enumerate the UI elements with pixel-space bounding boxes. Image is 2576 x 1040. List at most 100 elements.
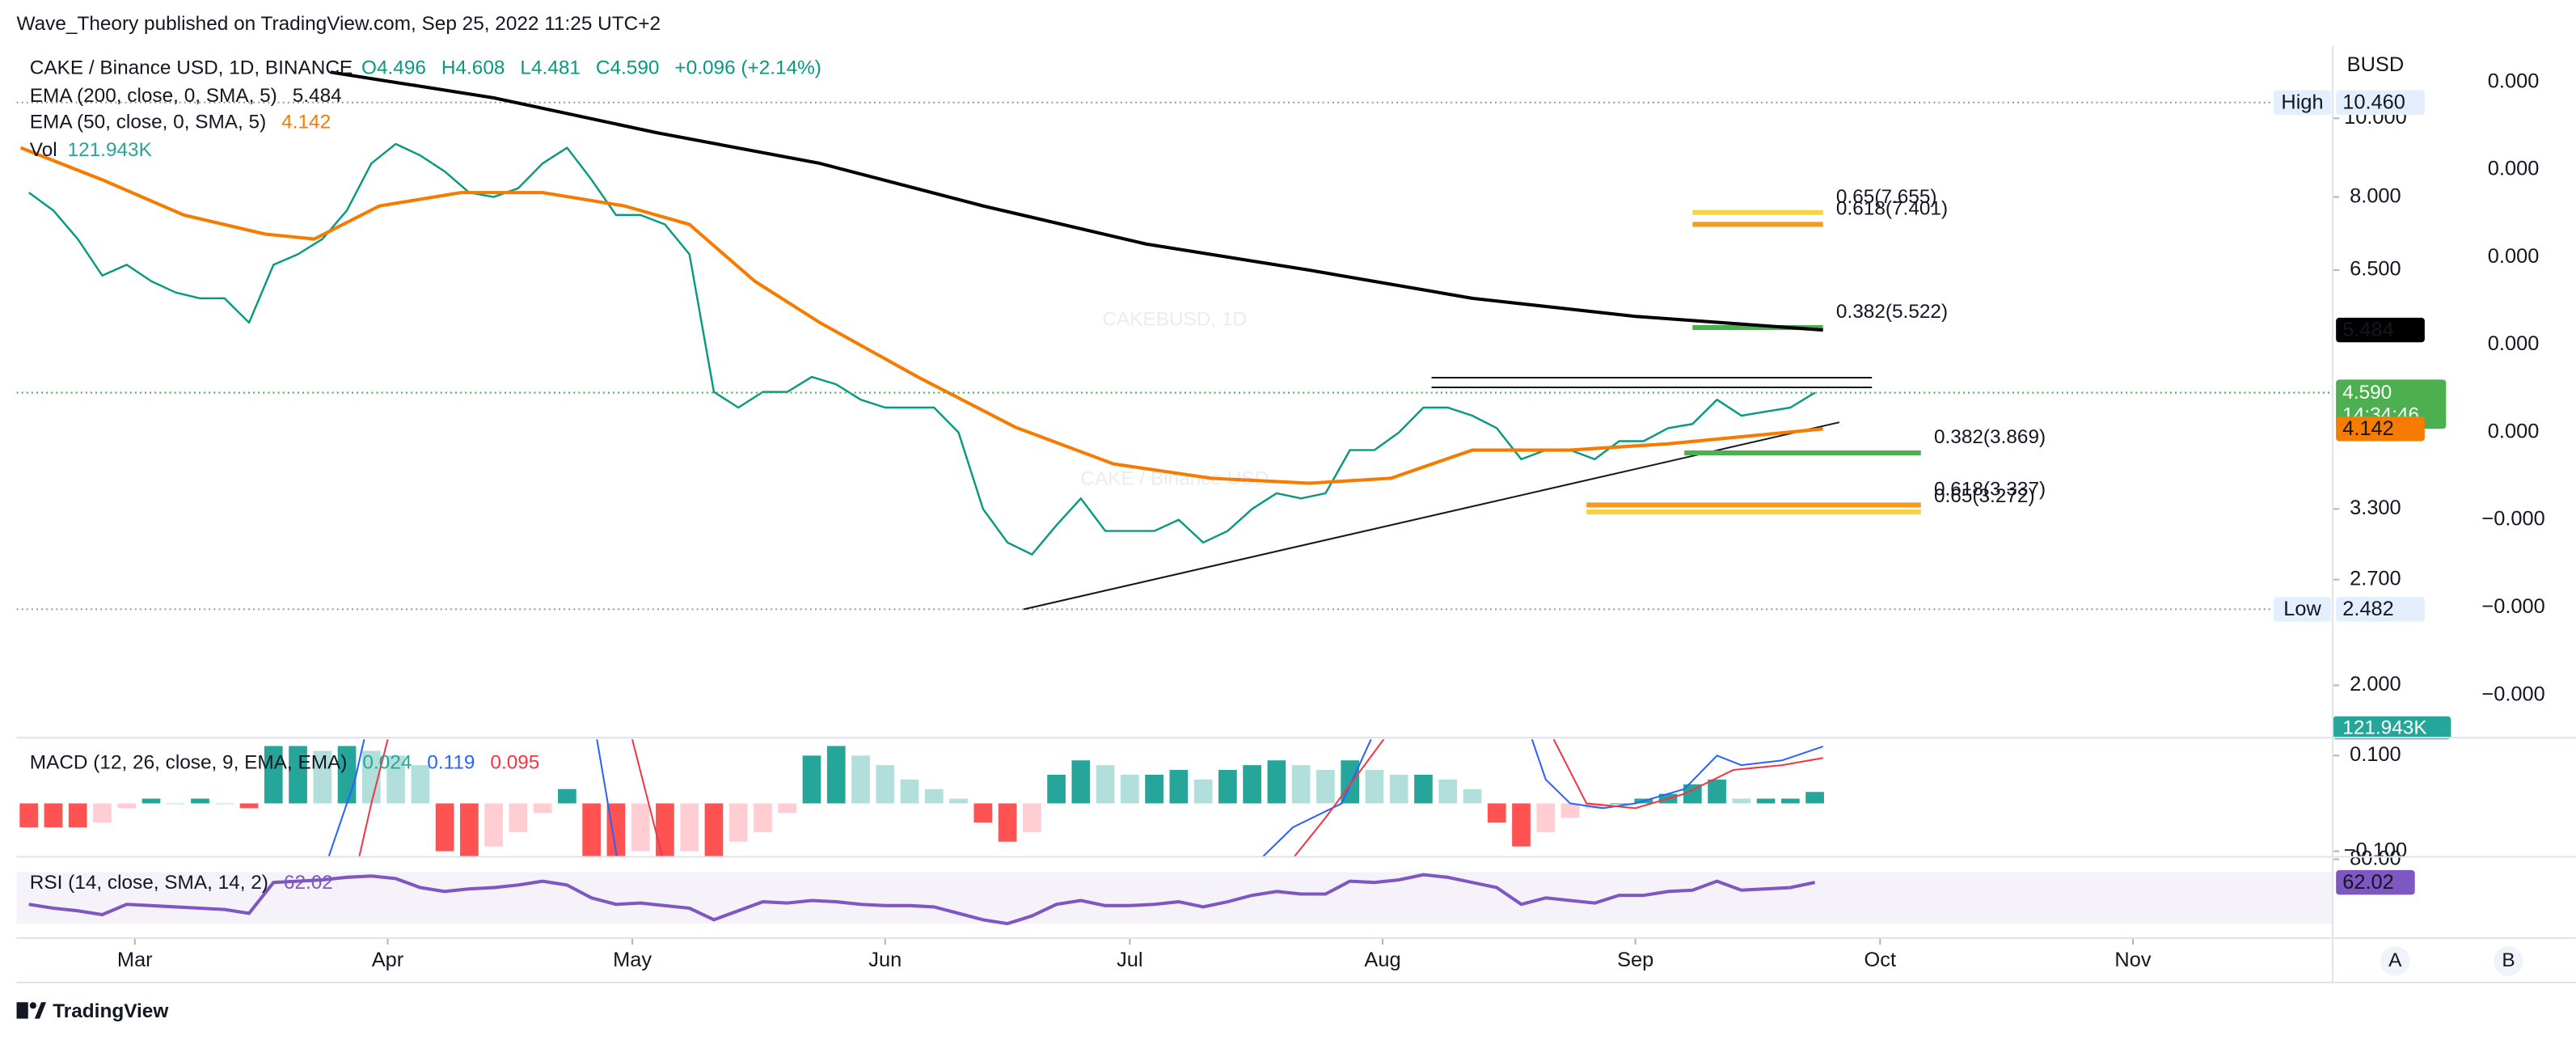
macd-histogram-bar [215,803,234,805]
series-line [358,739,1823,856]
macd-histogram-bar [435,803,454,852]
macd-histogram-bar [386,755,405,804]
stat: O4.496 [361,57,426,79]
logo-mark [34,1002,47,1019]
macd-histogram-bar [973,803,993,823]
macd-histogram-bar [289,746,307,804]
macd-histogram-bar [1047,774,1066,804]
legend-ema50: EMA (50, close, 0, SMA, 5) 4.142 [30,112,331,133]
legend-ema200: EMA (200, close, 0, SMA, 5) 5.484 [30,85,342,107]
macd-histogram-bar [1708,779,1726,804]
high-badge [2336,90,2425,116]
logo-mark [29,1002,36,1009]
macd-histogram-bar [1610,803,1628,805]
legend-value: 121.943K [68,139,152,161]
low-tag [2273,597,2332,622]
macd-histogram-bar [166,803,185,805]
macd-histogram-bar [459,803,479,856]
ema-badge-text: 4.142 [2342,417,2394,440]
macd-histogram-bar [1487,803,1506,823]
x-tick-label: Jun [868,949,902,971]
x-tick-label: Mar [117,949,153,971]
macd-histogram-bar [68,803,87,827]
macd-histogram-bar [1341,760,1360,804]
scale-button[interactable] [2494,946,2523,976]
macd-histogram-bar [924,788,944,804]
macd-histogram-bar [1243,765,1261,804]
y-tick-label: 2.700 [2350,567,2401,590]
fib-label: 0.65(3.272) [1934,485,2035,507]
main-pane [16,70,2333,611]
watermark: CAKEBUSD, 1D [1102,309,1247,331]
y-tick-label: 80.00 [2350,847,2401,869]
x-tick-label: May [613,949,652,971]
macd-histogram-bar [631,803,650,852]
macd-histogram-bar [1463,788,1482,804]
scale-button-label[interactable]: B [2502,949,2515,971]
legend-name: EMA (200, close, 0, SMA, 5) [30,85,277,107]
y-tick-label: 2.000 [2350,673,2401,695]
stat: C4.590 [596,57,660,79]
macd-histogram-bar [1120,774,1139,804]
macd-histogram-bar [1536,803,1556,832]
overlay-axis-label: 0.000 [2488,420,2540,442]
series-line [327,739,1824,856]
overlay-axis-label: −0.000 [2481,508,2544,531]
stat: L4.481 [520,57,581,79]
macd-histogram-bar [361,750,381,804]
ema-badge-text: 5.484 [2342,319,2394,341]
macd-histogram-bar [754,803,772,832]
fib-label: 0.65(7.655) [1836,186,1937,208]
macd-histogram-bar [1683,784,1702,804]
last-price-badge [2336,379,2447,429]
series-line [330,70,1823,332]
legend-name: MACD (12, 26, close, 9, EMA, EMA) [30,752,348,774]
macd-histogram-bar [900,779,919,804]
legend-value: 0.095 [490,752,539,774]
overlay-axis-label: 0.000 [2488,158,2540,180]
volume-badge [2333,716,2451,740]
low-tag-text: Low [2283,598,2321,620]
overlay-axis-label: 0.000 [2488,332,2540,355]
scale-button[interactable] [2380,946,2410,976]
series-line [28,873,1816,926]
macd-histogram-bar [876,765,895,804]
macd-histogram-bar [141,798,161,804]
macd-histogram-bar [1267,760,1286,804]
macd-histogram-bar [582,803,601,856]
macd-histogram-bar [1096,765,1115,804]
legend-value: 0.024 [362,752,412,774]
high-tag [2273,90,2332,116]
rsi-band [16,872,2333,924]
macd-histogram-bar [264,746,283,804]
macd-histogram-bar [728,803,748,842]
tradingview-logo [16,1002,47,1019]
y-tick-label: 0.100 [2350,743,2401,766]
macd-histogram-bar [1365,770,1384,804]
macd-histogram-bar [1414,774,1433,804]
last-price-text: 4.590 [2342,382,2392,404]
y-tick-label: 3.300 [2350,497,2401,519]
y-tick-label: 6.500 [2350,258,2401,281]
macd-histogram-bar [1291,765,1311,804]
macd-histogram-bar [1805,792,1824,804]
legend-name: EMA (50, close, 0, SMA, 5) [30,112,266,133]
currency-label: BUSD [2347,53,2405,76]
overlay-axis-label: −0.000 [2481,595,2544,618]
macd-histogram-bar [1071,760,1091,804]
macd-histogram-bar [704,803,724,856]
legend-macd: MACD (12, 26, close, 9, EMA, EMA) 0.024 … [30,752,540,774]
overlay-axis-label: 0.000 [2488,70,2540,92]
stat: H4.608 [441,57,505,79]
macd-histogram-bar [949,798,968,804]
macd-histogram-bar [19,803,39,827]
fib-label: 0.618(7.401) [1836,198,1948,220]
legend-name: Vol [30,139,57,161]
macd-histogram-bar [239,803,259,809]
legend-main: CAKE / Binance USD, 1D, BINANCE O4.496 H… [30,57,821,79]
scale-button-label[interactable]: A [2388,949,2402,971]
macd-histogram-bar [1218,770,1237,804]
x-tick-label: Nov [2114,949,2151,971]
